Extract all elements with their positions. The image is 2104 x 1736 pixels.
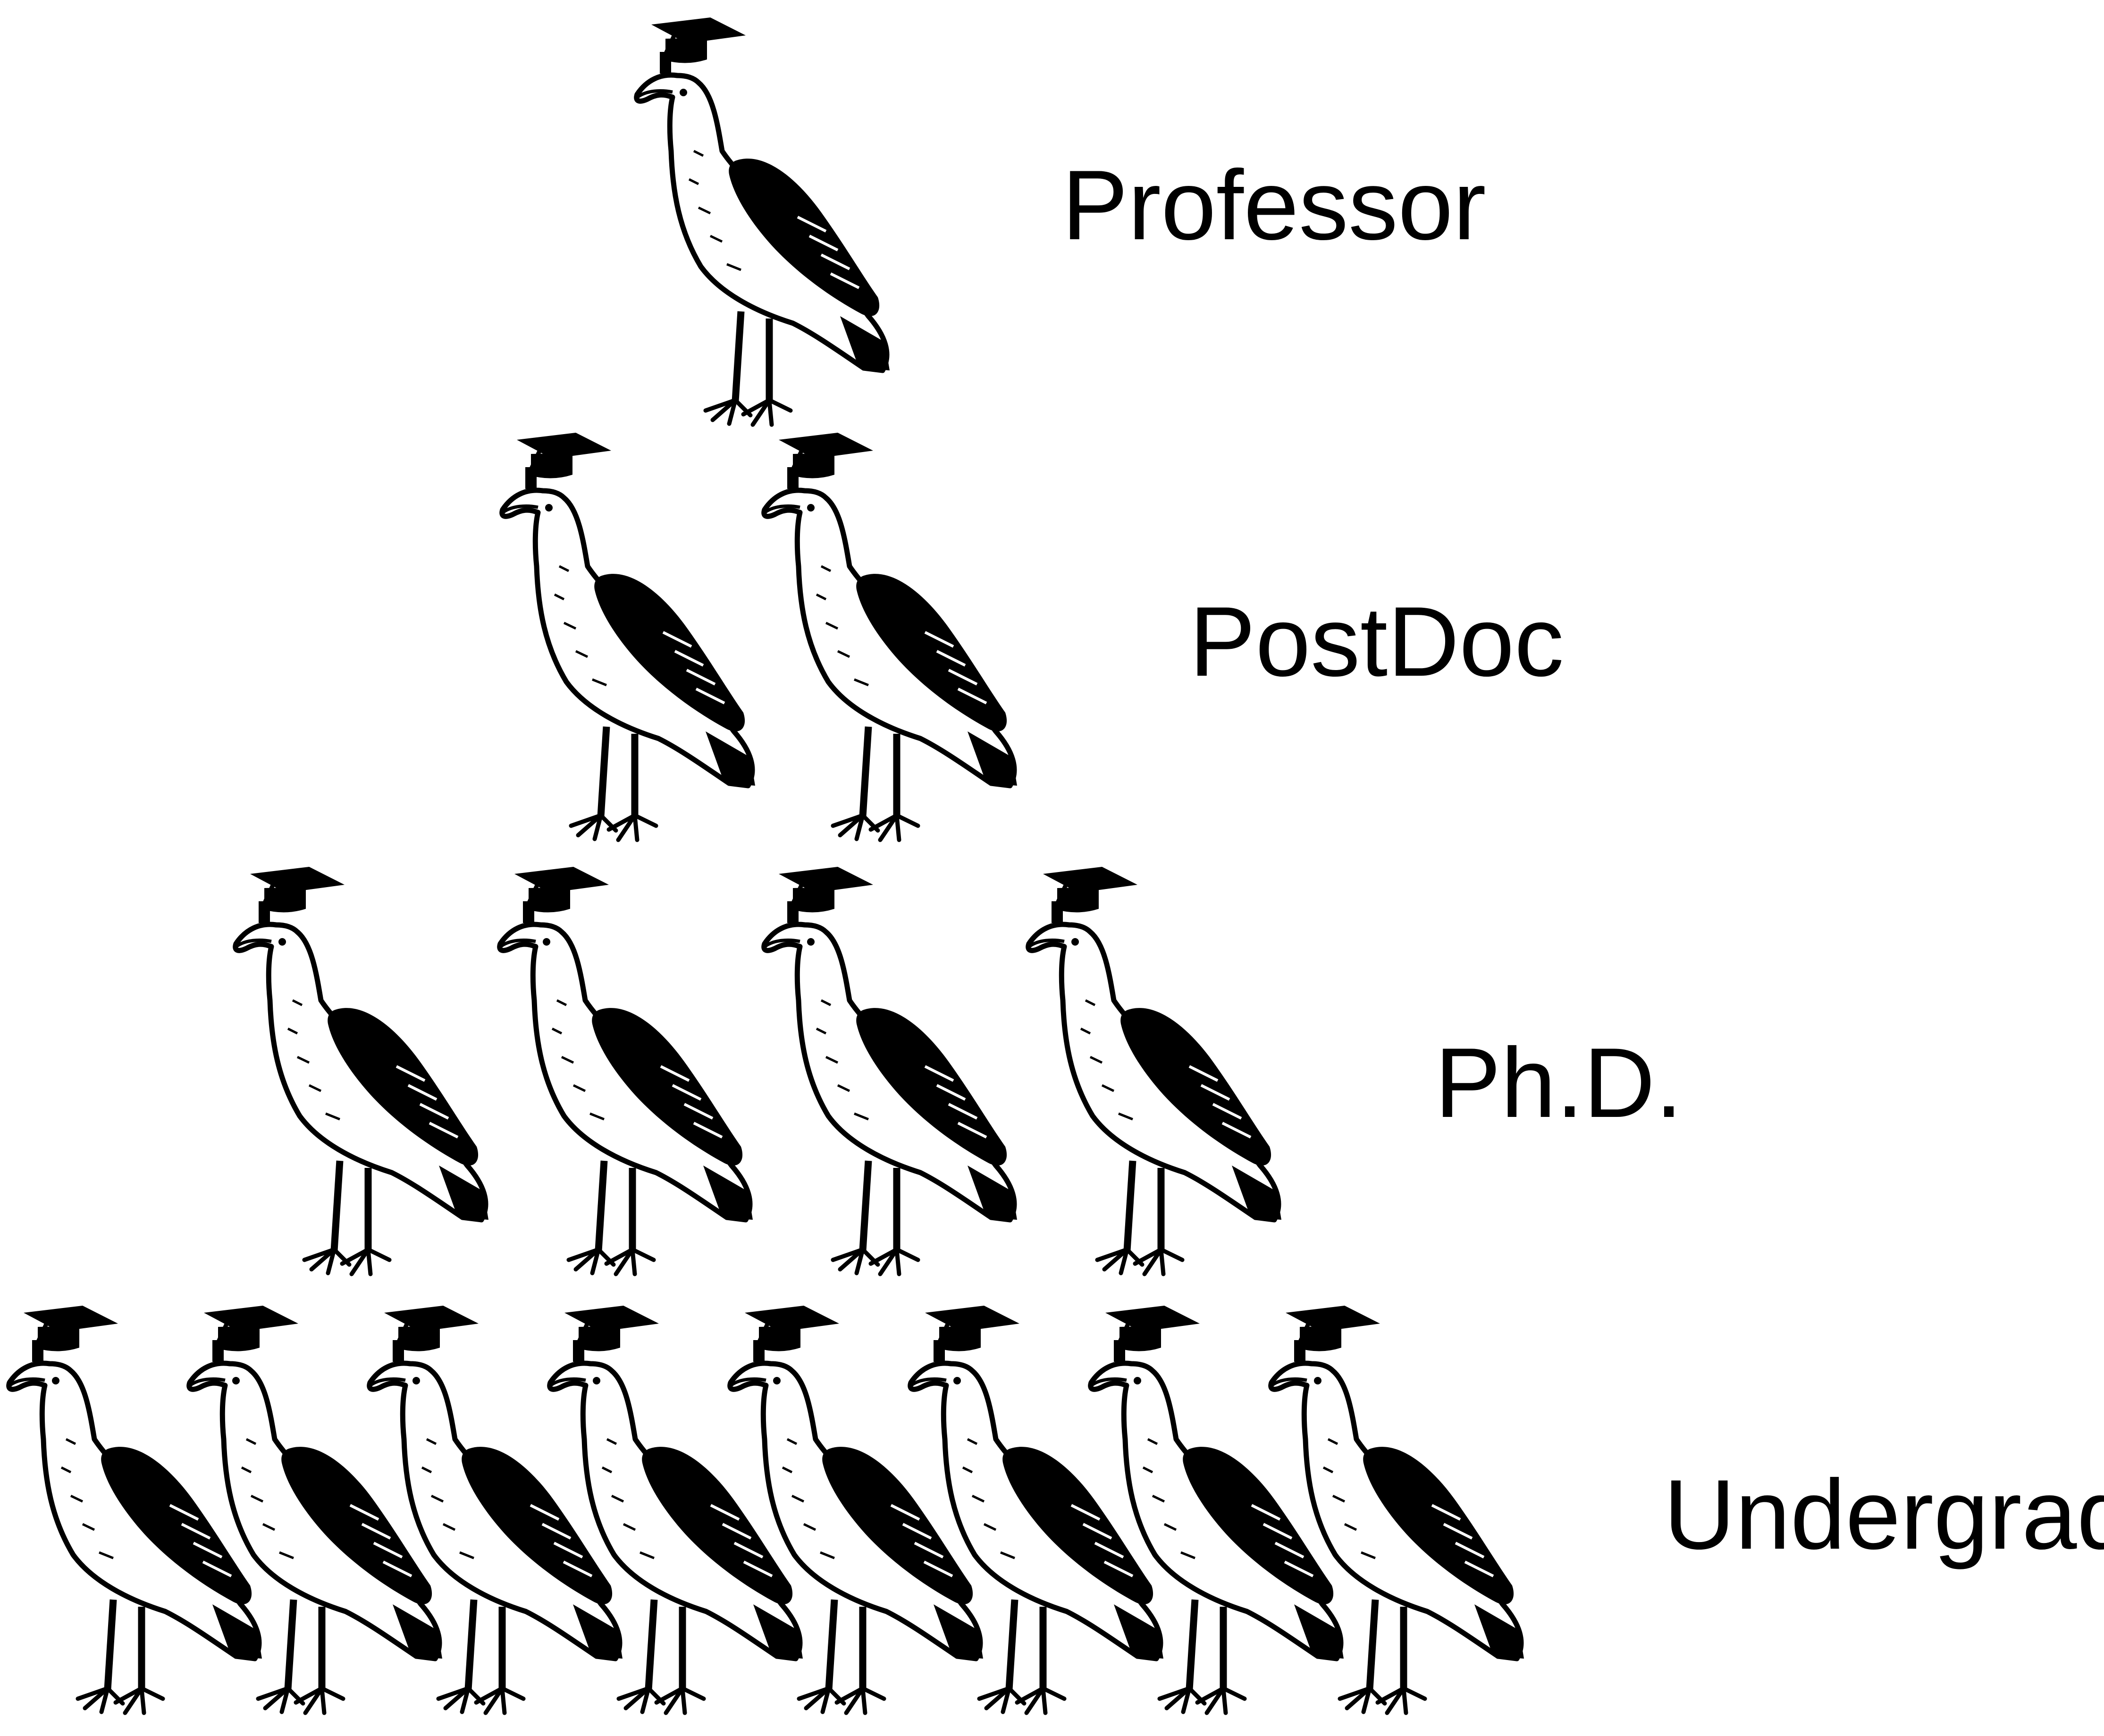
gull-with-mortarboard-icon [236,867,488,1274]
gull-with-mortarboard-icon [764,433,1017,840]
tier-label-phd: Ph.D. [1435,1027,1683,1138]
tier-label-undergrad: Undergrad [1664,1459,2104,1570]
gull-with-mortarboard-icon [500,867,753,1274]
gull-with-mortarboard-icon [502,433,755,840]
tier-label-professor: Professor [1062,150,1486,260]
gull-with-mortarboard-icon [1028,867,1281,1274]
tier-label-postdoc: PostDoc [1189,586,1564,697]
gull-with-mortarboard-icon [637,17,890,425]
gull-with-mortarboard-icon [764,867,1017,1274]
